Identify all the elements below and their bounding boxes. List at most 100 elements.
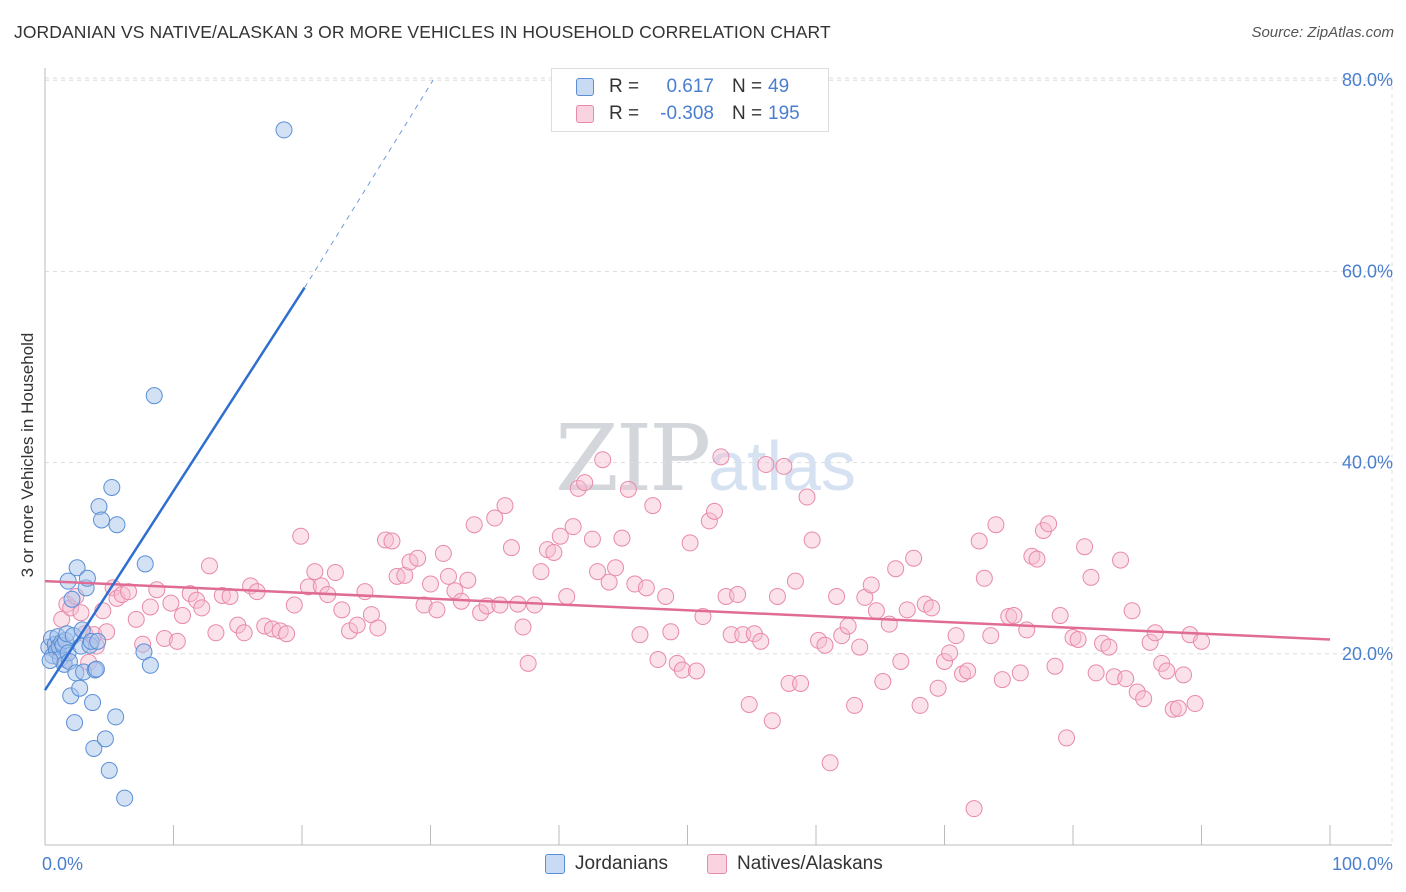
- native-point: [434, 544, 452, 562]
- source-label: Source: ZipAtlas.com: [1251, 24, 1394, 41]
- native-point: [1046, 657, 1064, 675]
- y-axis-title: 3 or more Vehicles in Household: [18, 333, 37, 578]
- r-label: R =: [609, 76, 640, 97]
- native-point: [768, 587, 786, 605]
- native-point: [1058, 729, 1076, 747]
- native-point: [285, 596, 303, 614]
- native-point: [383, 532, 401, 550]
- native-point: [993, 671, 1011, 689]
- native-point: [828, 587, 846, 605]
- native-trend-line: [44, 579, 1331, 641]
- native-point: [551, 527, 569, 545]
- native-point: [1023, 547, 1041, 565]
- native-point: [687, 662, 705, 680]
- jordanians-legend-swatch: [545, 854, 565, 874]
- native-point: [465, 516, 483, 534]
- native-point: [235, 624, 253, 642]
- native-point: [923, 599, 941, 617]
- jordanians-swatch: [576, 78, 594, 96]
- native-point: [200, 557, 218, 575]
- native-point: [705, 502, 723, 520]
- y-tick-label: 20.0%: [1342, 644, 1393, 664]
- native-point: [600, 573, 618, 591]
- native-point: [851, 638, 869, 656]
- native-point: [594, 451, 612, 469]
- n-label: N =: [732, 103, 763, 124]
- native-point: [839, 617, 857, 635]
- native-point: [700, 512, 718, 530]
- native-point: [816, 636, 834, 654]
- native-point: [162, 594, 180, 612]
- native-point: [740, 695, 758, 713]
- native-point: [514, 618, 532, 636]
- native-point: [892, 652, 910, 670]
- native-point: [619, 480, 637, 498]
- stats-row-jordanians: R = 0.617 N = 49: [552, 74, 828, 100]
- native-point: [786, 572, 804, 590]
- x-tick-label: 100.0%: [1332, 854, 1393, 874]
- native-point: [637, 579, 655, 597]
- native-point: [193, 599, 211, 617]
- native-point: [356, 583, 374, 601]
- chart-title: JORDANIAN VS NATIVE/ALASKAN 3 OR MORE VE…: [14, 22, 831, 42]
- natives-legend-swatch: [707, 854, 727, 874]
- native-point: [459, 571, 477, 589]
- native-point: [712, 448, 730, 466]
- native-point: [439, 567, 457, 585]
- jordanian-point: [66, 714, 84, 732]
- native-point: [898, 601, 916, 619]
- native-point: [936, 652, 953, 670]
- native-point: [409, 549, 427, 567]
- jordanian-point: [84, 694, 102, 712]
- native-point: [722, 626, 740, 644]
- native-point: [757, 456, 775, 474]
- native-point: [862, 576, 880, 594]
- native-point: [1087, 664, 1105, 682]
- native-point: [422, 575, 439, 593]
- native-point: [526, 596, 544, 614]
- native-point: [911, 696, 929, 714]
- native-point: [649, 651, 667, 669]
- axes: [44, 68, 1392, 846]
- jordanian-point: [275, 121, 293, 139]
- native-point: [763, 712, 781, 730]
- native-point: [532, 563, 550, 581]
- n-label: N =: [732, 76, 763, 97]
- y-tick-label: 60.0%: [1342, 261, 1393, 281]
- native-point: [369, 619, 387, 637]
- native-point: [729, 586, 747, 604]
- native-point: [1158, 662, 1176, 680]
- native-point: [905, 549, 923, 567]
- jordanian-point: [108, 516, 126, 534]
- native-point: [631, 626, 649, 644]
- native-point: [821, 754, 839, 772]
- native-point: [1005, 607, 1023, 625]
- jordanian-point: [93, 511, 111, 529]
- native-point: [833, 627, 851, 645]
- native-point: [1193, 632, 1210, 650]
- natives-swatch: [576, 105, 594, 123]
- native-point: [953, 665, 971, 683]
- native-point: [72, 604, 90, 622]
- native-point: [583, 530, 601, 548]
- native-point: [148, 581, 166, 599]
- native-point: [292, 527, 310, 545]
- native-point: [1128, 683, 1146, 701]
- native-point: [207, 624, 225, 642]
- native-point: [644, 497, 662, 515]
- jordanian-point: [87, 660, 105, 678]
- native-point: [519, 654, 537, 672]
- native-point: [401, 553, 419, 571]
- r-value: -0.308: [660, 103, 714, 124]
- native-point: [564, 518, 582, 536]
- native-point: [558, 587, 576, 605]
- legend-label: Natives/Alaskans: [737, 853, 883, 874]
- native-point: [1011, 664, 1029, 682]
- native-point: [1175, 666, 1193, 684]
- native-point: [496, 497, 514, 515]
- legend-label: Jordanians: [575, 853, 668, 874]
- y-tick-label: 80.0%: [1342, 70, 1393, 90]
- native-point: [681, 534, 699, 552]
- jordanian-point: [145, 387, 163, 405]
